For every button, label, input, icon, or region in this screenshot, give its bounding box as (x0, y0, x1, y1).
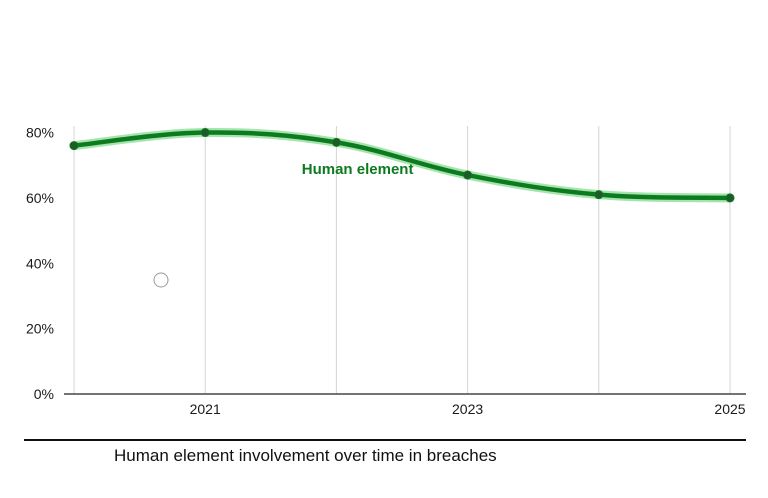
data-point-2020 (69, 141, 79, 151)
series-layer (69, 127, 735, 203)
data-point-2021 (200, 128, 210, 138)
data-point-2025 (725, 193, 735, 203)
y-tick-label: 60% (26, 190, 54, 206)
chart-caption: Human element involvement over time in b… (114, 446, 497, 465)
x-axis-ticks: 2021 2023 2025 (190, 401, 746, 417)
x-tick-label: 2023 (452, 401, 483, 417)
y-tick-label: 0% (34, 386, 54, 402)
series-label-human-element: Human element (302, 161, 414, 178)
data-point-2022 (331, 137, 341, 147)
caption-divider (24, 439, 746, 441)
x-tick-label: 2021 (190, 401, 221, 417)
x-tick-label: 2025 (714, 401, 745, 417)
series-line-human-element (71, 130, 733, 201)
data-point-2023 (463, 170, 473, 180)
y-tick-label: 80% (26, 125, 54, 141)
y-axis-ticks: 0% 20% 40% 60% 80% (26, 125, 54, 402)
data-point-2024 (594, 190, 604, 200)
line-chart: 0% 20% 40% 60% 80% 2021 2023 2025 Human elemen… (26, 125, 746, 417)
cursor-ring (153, 272, 169, 288)
y-tick-label: 20% (26, 321, 54, 337)
y-tick-label: 40% (26, 255, 54, 271)
